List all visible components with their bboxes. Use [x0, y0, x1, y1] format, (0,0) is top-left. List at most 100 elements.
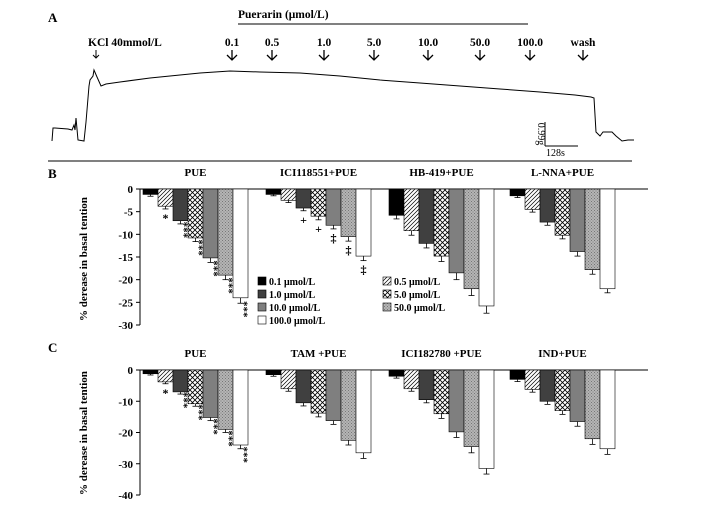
legend-label-0: 0.1 μmol/L — [269, 277, 316, 288]
bar-hb-419-pue-5 — [463, 188, 480, 290]
group-title-tam-pue: TAM +PUE — [291, 348, 347, 360]
group-title-ici118551-pue: ICI118551+PUE — [280, 167, 357, 179]
bar-l-nna-pue-3 — [554, 188, 571, 236]
significance-mark: *** — [193, 404, 205, 421]
bar-ici118551-pue-1 — [280, 188, 297, 201]
bar-ici182780-pue-0 — [388, 369, 405, 377]
bar-pue-6 — [232, 369, 249, 446]
panel-c-ylabel-text: % derease in basal tention — [78, 371, 90, 495]
bar-pue-1 — [157, 188, 174, 207]
y-tick-label: 0 — [128, 365, 134, 377]
significance-mark: ‡ — [331, 231, 337, 245]
bar-pue-0 — [142, 369, 159, 375]
scale-x-label: 128s — [546, 148, 565, 159]
group-title-l-nna-pue: L-NNA+PUE — [531, 167, 594, 179]
tension-trace — [51, 68, 634, 142]
legend-swatch-6 — [257, 315, 267, 325]
bar-tam-pue-0 — [265, 369, 282, 375]
group-title-ind-pue: IND+PUE — [538, 348, 586, 360]
legend: 0.1 μmol/L 0.5 μmol/L 1.0 μmol/L 5.0 μmol/L… — [257, 276, 446, 327]
dose-label-5-0: 5.0 — [367, 37, 382, 49]
scale-y-label: 0.99g — [535, 123, 546, 146]
chart-b: 0-5-10-15-20-25-30PUE****************ICI… — [118, 167, 648, 332]
kcl-label: KCl 40mmol/L — [88, 37, 162, 49]
group-title-pue: PUE — [185, 348, 207, 360]
significance-mark: *** — [223, 430, 235, 447]
dose-label-100-0: 100.0 — [517, 37, 543, 49]
significance-mark: * — [163, 386, 169, 400]
bar-hb-419-pue-3 — [433, 188, 450, 257]
dose-arrow-100-0 — [524, 50, 536, 61]
dose-arrow-5-0 — [368, 50, 380, 61]
dose-arrow-0-1 — [226, 50, 238, 61]
bar-ici118551-pue-5 — [340, 188, 357, 237]
bar-hb-419-pue-0 — [388, 188, 405, 216]
bar-l-nna-pue-2 — [539, 188, 556, 223]
bar-pue-3 — [187, 369, 204, 405]
bar-ici182780-pue-3 — [433, 369, 450, 415]
significance-mark: + — [315, 222, 322, 236]
bar-l-nna-pue-1 — [524, 188, 541, 210]
bar-ind-pue-5 — [584, 369, 601, 440]
dose-labels: 0.1 0.5 1.0 5.0 10.0 50.0 100.0 wash — [225, 37, 596, 49]
legend-swatch-5 — [382, 302, 392, 312]
bar-ici182780-pue-6 — [478, 369, 495, 469]
bar-tam-pue-6 — [355, 369, 372, 454]
dose-arrow-0-5 — [266, 50, 278, 61]
legend-label-2: 1.0 μmol/L — [269, 290, 316, 301]
bar-ici182780-pue-2 — [418, 369, 435, 400]
y-tick-label: -10 — [118, 229, 133, 241]
y-tick-label: -20 — [118, 428, 133, 440]
kcl-arrow — [92, 50, 100, 59]
significance-mark: *** — [223, 277, 235, 294]
bar-ind-pue-3 — [554, 369, 571, 411]
significance-mark: + — [300, 213, 307, 227]
bar-pue-5 — [217, 369, 234, 430]
bar-pue-2 — [172, 188, 189, 222]
panel-c: C % derease in basal tention 0 -10 -20 -30 -… — [48, 340, 648, 502]
bar-pue-1 — [157, 369, 174, 383]
y-tick-label: -30 — [118, 459, 133, 471]
bar-tam-pue-2 — [295, 369, 312, 404]
bar-ici118551-pue-2 — [295, 188, 312, 209]
panel-a-title: Puerarin (μmol/L) — [238, 9, 329, 21]
bar-hb-419-pue-1 — [403, 188, 420, 232]
significance-mark: *** — [238, 447, 250, 464]
significance-mark: *** — [238, 301, 250, 318]
panel-c-letter: C — [48, 340, 57, 355]
group-title-hb-419-pue: HB-419+PUE — [409, 167, 473, 179]
bar-pue-6 — [232, 188, 249, 299]
dose-arrow-50-0 — [474, 50, 486, 61]
bar-ici118551-pue-3 — [310, 188, 327, 217]
dose-arrow-10-0 — [422, 50, 434, 61]
legend-label-3: 5.0 μmol/L — [394, 290, 441, 301]
bar-l-nna-pue-6 — [599, 188, 616, 290]
bar-ind-pue-0 — [509, 369, 526, 380]
bar-l-nna-pue-0 — [509, 188, 526, 197]
bar-ici118551-pue-6 — [355, 188, 372, 257]
dose-label-0-1: 0.1 — [225, 37, 240, 49]
bar-pue-4 — [202, 188, 219, 259]
panel-b-ylabel-text: % derease in basal tention — [78, 197, 90, 321]
legend-swatch-3 — [382, 289, 392, 299]
bar-l-nna-pue-4 — [569, 188, 586, 252]
panel-b-ylabel: % derease in basal tention — [78, 197, 90, 321]
dose-label-10-0: 10.0 — [418, 37, 438, 49]
y-tick-label: -20 — [118, 275, 133, 287]
bar-hb-419-pue-4 — [448, 188, 465, 274]
bar-pue-0 — [142, 188, 159, 195]
significance-mark: *** — [208, 418, 220, 435]
legend-label-4: 10.0 μmol/L — [269, 303, 321, 314]
significance-mark: ‡ — [346, 243, 352, 257]
bar-ici118551-pue-4 — [325, 188, 342, 226]
bar-hb-419-pue-2 — [418, 188, 435, 244]
dose-arrows — [226, 50, 589, 61]
dose-arrow-wash — [577, 50, 589, 61]
legend-swatch-2 — [257, 289, 267, 299]
y-tick-label: -25 — [118, 297, 133, 309]
panel-c-ylabel: % derease in basal tention — [78, 371, 90, 495]
bar-pue-2 — [172, 369, 189, 393]
legend-label-5: 50.0 μmol/L — [394, 303, 446, 314]
